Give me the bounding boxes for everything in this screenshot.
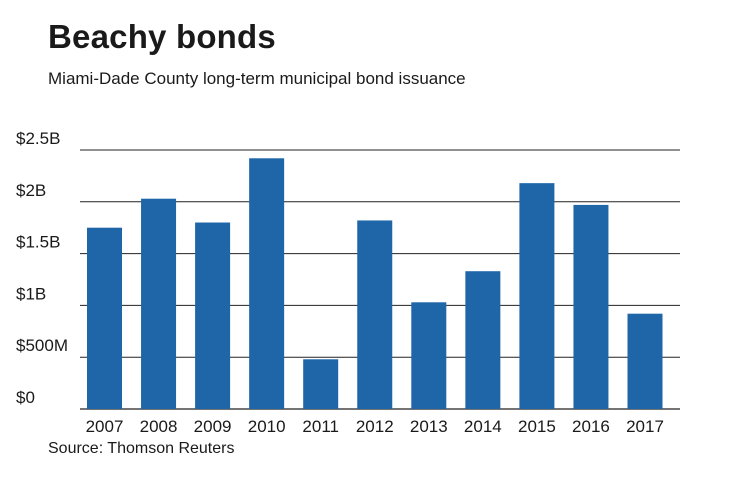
y-tick-label: $0 — [16, 388, 35, 407]
x-tick-label: 2014 — [464, 417, 502, 436]
y-tick-label: $1.5B — [16, 233, 60, 252]
bar-2009 — [195, 222, 231, 409]
x-tick-label: 2007 — [86, 417, 124, 436]
bar-2008 — [141, 198, 177, 409]
chart-subtitle: Miami-Dade County long-term municipal bo… — [48, 69, 466, 88]
x-tick-label: 2016 — [572, 417, 610, 436]
x-tick-label: 2012 — [356, 417, 394, 436]
y-axis-tick-labels: $0 $500M $1B $1.5B $2B $2.5B — [16, 129, 68, 407]
bar-2007 — [87, 227, 122, 409]
y-tick-label: $2B — [16, 181, 46, 200]
bar-2016 — [573, 204, 609, 409]
source-note: Source: Thomson Reuters — [48, 440, 235, 457]
y-tick-label: $2.5B — [16, 129, 60, 148]
x-tick-label: 2013 — [410, 417, 448, 436]
x-tick-label: 2010 — [248, 417, 286, 436]
bar-2010 — [249, 158, 285, 409]
chart-title: Beachy bonds — [48, 18, 276, 55]
x-tick-label: 2009 — [194, 417, 232, 436]
x-tick-label: 2015 — [518, 417, 556, 436]
y-tick-label: $500M — [16, 336, 68, 355]
bar-2013 — [411, 302, 447, 409]
x-axis-tick-labels: 2007 2008 2009 2010 2011 2012 2013 2014 2015 2016… — [86, 417, 664, 436]
bar-2012 — [357, 220, 393, 409]
bar-2014 — [465, 271, 501, 409]
x-tick-label: 2017 — [626, 417, 664, 436]
bar-2017 — [627, 313, 663, 409]
x-tick-label: 2008 — [140, 417, 178, 436]
bar-2011 — [303, 359, 339, 409]
y-tick-label: $1B — [16, 284, 46, 303]
bar-2015 — [519, 183, 555, 409]
bars — [87, 158, 663, 409]
x-tick-label: 2011 — [302, 417, 339, 436]
